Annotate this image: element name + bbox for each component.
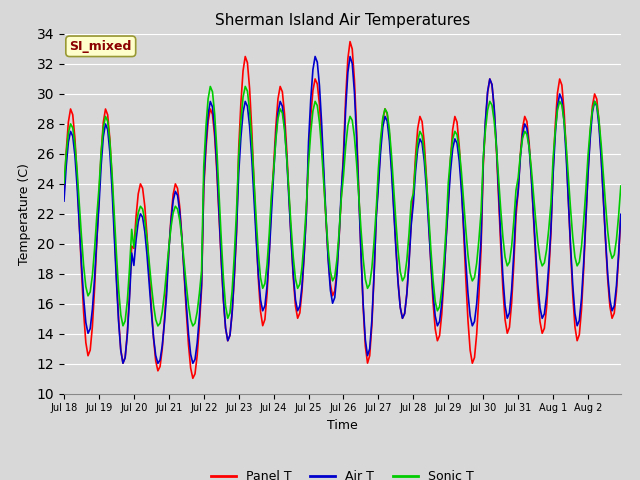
Text: SI_mixed: SI_mixed [70, 40, 132, 53]
Title: Sherman Island Air Temperatures: Sherman Island Air Temperatures [215, 13, 470, 28]
Y-axis label: Temperature (C): Temperature (C) [18, 163, 31, 264]
Legend: Panel T, Air T, Sonic T: Panel T, Air T, Sonic T [206, 465, 479, 480]
X-axis label: Time: Time [327, 419, 358, 432]
